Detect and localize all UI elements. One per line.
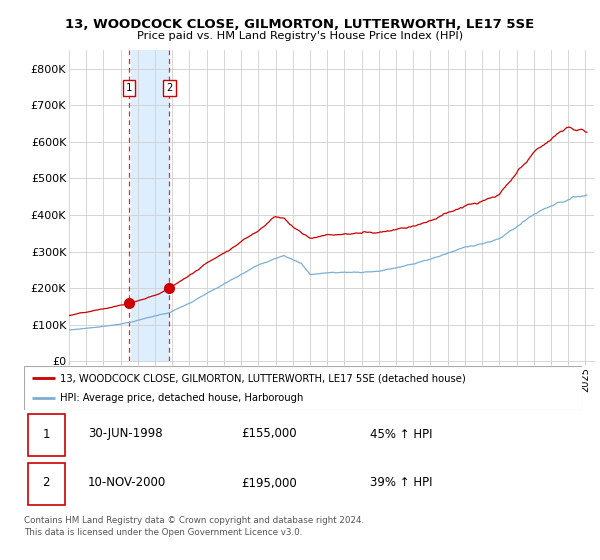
Text: 45% ↑ HPI: 45% ↑ HPI xyxy=(370,427,433,441)
Text: 30-JUN-1998: 30-JUN-1998 xyxy=(88,427,163,441)
Text: 2: 2 xyxy=(43,477,50,489)
FancyBboxPatch shape xyxy=(28,464,65,505)
Text: 13, WOODCOCK CLOSE, GILMORTON, LUTTERWORTH, LE17 5SE (detached house): 13, WOODCOCK CLOSE, GILMORTON, LUTTERWOR… xyxy=(60,373,466,383)
Text: 2: 2 xyxy=(166,83,172,93)
Text: 10-NOV-2000: 10-NOV-2000 xyxy=(88,477,166,489)
Text: 1: 1 xyxy=(126,83,133,93)
Text: £155,000: £155,000 xyxy=(242,427,297,441)
Text: Price paid vs. HM Land Registry's House Price Index (HPI): Price paid vs. HM Land Registry's House … xyxy=(137,31,463,41)
FancyBboxPatch shape xyxy=(28,414,65,456)
Text: 13, WOODCOCK CLOSE, GILMORTON, LUTTERWORTH, LE17 5SE: 13, WOODCOCK CLOSE, GILMORTON, LUTTERWOR… xyxy=(65,18,535,31)
Text: 39% ↑ HPI: 39% ↑ HPI xyxy=(370,477,433,489)
Text: Contains HM Land Registry data © Crown copyright and database right 2024.
This d: Contains HM Land Registry data © Crown c… xyxy=(24,516,364,537)
Text: £195,000: £195,000 xyxy=(242,477,298,489)
Text: 1: 1 xyxy=(43,427,50,441)
Text: HPI: Average price, detached house, Harborough: HPI: Average price, detached house, Harb… xyxy=(60,393,304,403)
